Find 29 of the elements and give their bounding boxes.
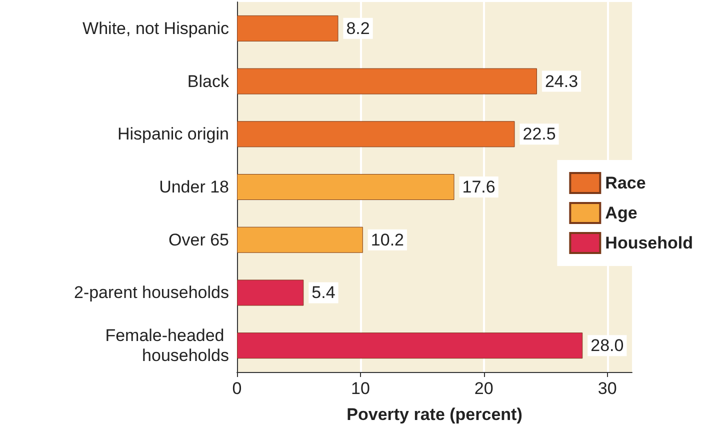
data-label: 28.0 (590, 336, 624, 356)
data-label: 8.2 (346, 18, 370, 38)
x-axis-title: Poverty rate (percent) (346, 405, 522, 424)
x-tick-label: 10 (350, 379, 370, 398)
legend-label: Race (605, 174, 646, 192)
y-tick-label: Female-headed households (105, 326, 229, 366)
data-label: 22.5 (522, 124, 556, 144)
bar (237, 332, 583, 359)
bar (237, 280, 304, 306)
y-tick-label: Over 65 (168, 230, 229, 250)
y-tick-label: White, not Hispanic (82, 18, 230, 38)
bar (237, 15, 338, 42)
data-label: 5.4 (312, 283, 336, 302)
y-tick-label: Black (187, 72, 230, 91)
bar (237, 121, 515, 148)
bar (237, 174, 454, 200)
data-label: 24.3 (544, 72, 578, 91)
bar (237, 68, 537, 94)
x-tick-label: 30 (598, 379, 617, 398)
data-label: 10.2 (370, 230, 404, 250)
x-tick-label: 0 (232, 379, 242, 398)
x-tick-label: 20 (474, 379, 494, 398)
legend-label: Household (605, 234, 694, 252)
y-tick-label: 2-parent households (74, 283, 229, 302)
data-label: 17.6 (462, 178, 496, 196)
y-tick-label: Hispanic origin (118, 124, 229, 144)
bar (237, 226, 363, 253)
legend-label: Age (605, 204, 638, 222)
y-tick-label: Under 18 (159, 178, 229, 196)
